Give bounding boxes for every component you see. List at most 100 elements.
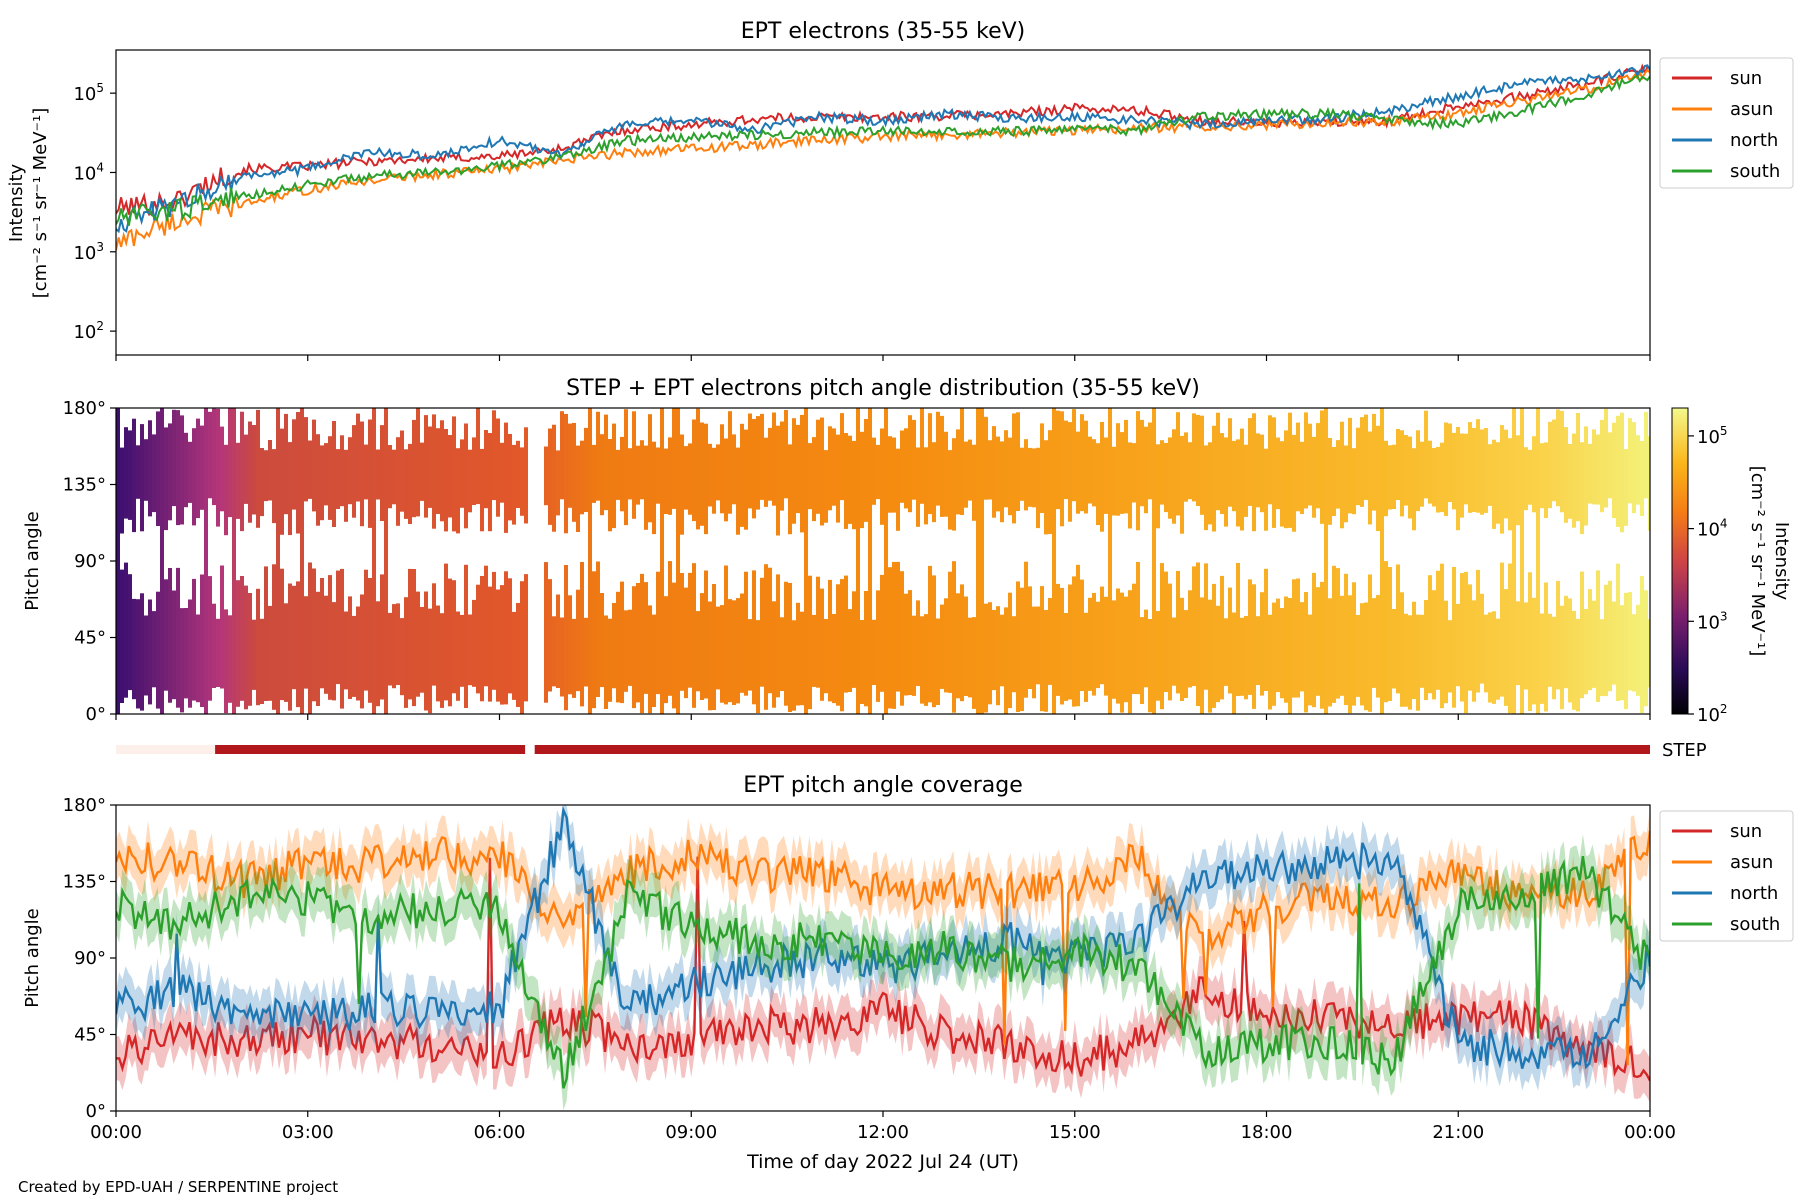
heatmap-cell <box>1628 418 1632 504</box>
heatmap-cell <box>1492 439 1496 529</box>
colorbar-tick-label: 105 <box>1697 424 1728 448</box>
heatmap-cell <box>812 614 816 687</box>
heatmap-cell <box>1596 570 1600 702</box>
heatmap-cell <box>1368 431 1372 525</box>
heatmap-cell <box>968 439 972 501</box>
heatmap-cell <box>280 428 284 535</box>
heatmap-cell <box>1308 423 1312 506</box>
heatmap-cell <box>904 428 908 509</box>
heatmap-cell <box>648 414 652 523</box>
heatmap-cell <box>1188 442 1192 500</box>
heatmap-cell <box>1412 601 1416 699</box>
heatmap-cell <box>580 440 584 515</box>
heatmap-cell <box>856 408 860 714</box>
heatmap-cell <box>480 576 484 702</box>
heatmap-cell <box>712 447 716 514</box>
heatmap-cell <box>352 425 356 518</box>
y-tick-label: 90° <box>74 948 106 969</box>
heatmap-cell <box>640 440 644 500</box>
heatmap-cell <box>1340 595 1344 696</box>
heatmap-cell <box>1008 592 1012 709</box>
series-line-asun <box>116 68 1650 251</box>
heatmap-cell <box>1644 590 1648 707</box>
heatmap-cell <box>1360 417 1364 507</box>
heatmap-cell <box>524 427 528 524</box>
heatmap-cell <box>144 439 148 501</box>
heatmap-cell <box>1452 432 1456 510</box>
heatmap-cell <box>1436 570 1440 690</box>
heatmap-cell <box>228 408 232 518</box>
heatmap-cell <box>692 419 696 522</box>
heatmap-cell <box>292 419 296 510</box>
heatmap-cell <box>320 578 324 689</box>
heatmap-cell <box>620 436 624 512</box>
heatmap-cell <box>920 616 924 704</box>
heatmap-cell <box>120 569 124 703</box>
heatmap-cell <box>372 408 376 714</box>
heatmap-cell <box>984 603 988 713</box>
heatmap-cell <box>428 608 432 714</box>
heatmap-cell <box>896 448 900 531</box>
heatmap-cell <box>1488 444 1492 506</box>
heatmap-cell <box>176 410 180 526</box>
heatmap-cell <box>788 444 792 535</box>
heatmap-cell <box>1104 437 1108 514</box>
heatmap-cell <box>900 571 904 706</box>
colorbar-tick-label: 102 <box>1697 702 1728 726</box>
y-tick-label: 0° <box>86 1101 106 1122</box>
heatmap-cell <box>764 437 768 507</box>
heatmap-cell <box>612 603 616 689</box>
heatmap-cell <box>208 411 212 499</box>
legend-label-south: south <box>1730 161 1780 182</box>
heatmap-cell <box>836 584 840 706</box>
panel-intensity-frame <box>115 49 1651 356</box>
heatmap-cell <box>388 612 392 686</box>
heatmap-cell <box>296 412 300 534</box>
heatmap-cell <box>720 605 724 703</box>
heatmap-cell <box>1112 446 1116 516</box>
heatmap-cell <box>1048 598 1052 685</box>
heatmap-cell <box>952 561 956 713</box>
footer-credit: Created by EPD-UAH / SERPENTINE project <box>18 1178 338 1196</box>
heatmap-cell <box>1012 413 1016 524</box>
heatmap-cell <box>240 411 244 532</box>
heatmap-cell <box>1572 433 1576 528</box>
heatmap-cell <box>772 601 776 708</box>
heatmap-cell <box>336 449 340 509</box>
heatmap-cell <box>776 425 780 536</box>
heatmap-cell <box>776 574 780 698</box>
heatmap-cell <box>1516 435 1520 526</box>
heatmap-cell <box>1020 587 1024 712</box>
heatmap-cell <box>1208 442 1212 525</box>
heatmap-cell <box>816 576 820 688</box>
heatmap-cell <box>400 430 404 512</box>
heatmap-cell <box>932 442 936 523</box>
panel-pad: STEP + EPT electrons pitch angle distrib… <box>22 376 1792 761</box>
heatmap-cell <box>764 564 768 710</box>
heatmap-cell <box>708 601 712 711</box>
heatmap-cell <box>1428 440 1432 504</box>
heatmap-cell <box>1608 432 1612 499</box>
heatmap-cell <box>920 408 924 504</box>
y-tick-label: 45° <box>74 1025 106 1046</box>
heatmap-cell <box>1244 444 1248 517</box>
heatmap-cell <box>488 433 492 532</box>
heatmap-cell <box>1600 419 1604 513</box>
heatmap-cell <box>1152 408 1156 714</box>
heatmap-cell <box>772 412 776 506</box>
heatmap-cell <box>1180 597 1184 701</box>
heatmap-cell <box>336 570 340 685</box>
heatmap-cell <box>1580 571 1584 699</box>
heatmap-cell <box>316 434 320 526</box>
heatmap-cell <box>1344 445 1348 523</box>
heatmap-cell <box>1000 441 1004 523</box>
heatmap-cell <box>456 611 460 701</box>
heatmap-cell <box>1016 581 1020 712</box>
heatmap-cell <box>560 411 564 500</box>
heatmap-cell <box>844 433 848 529</box>
heatmap-cell <box>1032 448 1036 508</box>
heatmap-cell <box>416 408 420 517</box>
heatmap-cell <box>1348 417 1352 514</box>
heatmap-cell <box>1508 563 1512 714</box>
heatmap-cell <box>244 585 248 710</box>
